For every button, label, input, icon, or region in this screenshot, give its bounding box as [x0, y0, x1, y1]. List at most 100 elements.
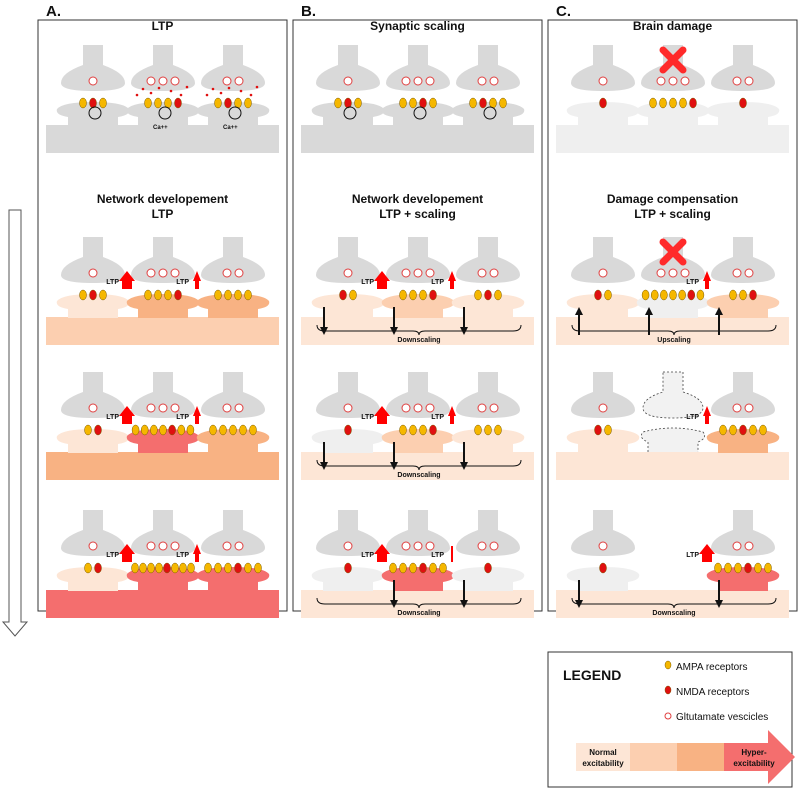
ampa-receptor: [99, 289, 107, 301]
synapse: [311, 45, 385, 126]
glutamate-vesicle-icon: [234, 76, 244, 86]
ampa-receptor: [204, 562, 212, 574]
ampa-receptor: [131, 562, 139, 574]
glutamate-vesicle-icon: [732, 403, 742, 413]
ampa-receptor: [349, 289, 357, 301]
glutamate-dot: [249, 93, 253, 97]
ampa-receptor: [144, 289, 152, 301]
synapse: [636, 237, 710, 335]
postsynaptic-spine: [566, 102, 640, 126]
scaling-label: Downscaling: [397, 337, 440, 344]
postsynaptic-spine: [311, 429, 385, 453]
ampa-receptor: [244, 289, 252, 301]
ampa-receptor: [187, 562, 195, 574]
presynaptic-terminal: [61, 510, 125, 556]
panel-letter: C.: [556, 3, 571, 20]
presynaptic-terminal: [316, 237, 380, 283]
ampa-receptor: [679, 97, 687, 109]
ampa-receptor: [79, 97, 87, 109]
glutamate-vesicle-icon: [489, 76, 499, 86]
glutamate-vesicle-icon: [413, 76, 423, 86]
ampa-receptor: [171, 562, 179, 574]
panel-letter: B.: [301, 3, 316, 20]
presynaptic-terminal: [571, 372, 635, 418]
presynaptic-terminal: [456, 237, 520, 283]
glutamate-vesicle-icon: [401, 541, 411, 551]
synapse: LTP: [106, 372, 200, 453]
glutamate-dot: [227, 86, 231, 90]
presynaptic-terminal: [61, 45, 125, 91]
glutamate-vesicle-icon: [744, 76, 754, 86]
synapse: [566, 45, 640, 126]
legend-item-label: AMPA receptors: [676, 662, 748, 673]
legend-title: LEGEND: [563, 667, 621, 683]
presynaptic-terminal: [316, 45, 380, 91]
ampa-receptor: [669, 97, 677, 109]
ltp-label: LTP: [176, 414, 189, 421]
postsynaptic-spine: [381, 429, 455, 453]
glutamate-vesicle-icon: [656, 268, 666, 278]
scaling-brace: [316, 459, 522, 471]
postsynaptic-spine: [706, 567, 780, 591]
ampa-receptor: [144, 97, 152, 109]
ampa-receptor: [419, 289, 427, 301]
ampa-receptor: [164, 97, 172, 109]
receptor-insertion-circle: [88, 106, 102, 120]
glutamate-vesicle-icon: [88, 403, 98, 413]
dendrite-base: [301, 125, 534, 153]
synapse: LTP: [431, 237, 525, 335]
scaling-label: Downscaling: [397, 472, 440, 479]
glutamate-vesicle-icon: [343, 403, 353, 413]
row: LTP LTP Downscaling: [301, 372, 534, 480]
upscaling-arrow-icon: [645, 307, 653, 335]
glutamate-dot: [141, 87, 145, 91]
postsynaptic-spine: [381, 102, 455, 126]
glutamate-vesicle-icon: [598, 541, 608, 551]
synapse: [311, 510, 385, 591]
nmda-receptor: [174, 289, 182, 301]
nmda-receptor: [224, 97, 232, 109]
scaling-brace: [316, 597, 522, 609]
downscaling-arrow-icon: [460, 580, 468, 608]
panel-letter: A.: [46, 3, 61, 20]
glutamate-vesicle-icon: [489, 268, 499, 278]
ampa-receptor: [724, 562, 732, 574]
ltp-arrow-icon: [193, 271, 201, 289]
receptor-insertion-circle: [343, 106, 357, 120]
glutamate-vesicle-icon: [598, 403, 608, 413]
scale-end-label: excitability: [733, 759, 775, 768]
presynaptic-terminal: [316, 372, 380, 418]
presynaptic-terminal: [201, 510, 265, 556]
glutamate-dot: [255, 85, 259, 89]
calcium-label: Ca++: [223, 125, 238, 131]
glutamate-vesicle-icon: [598, 76, 608, 86]
glutamate-vesicle-icon: [158, 541, 168, 551]
glutamate-vesicle-icon: [88, 268, 98, 278]
ampa-receptor: [84, 562, 92, 574]
glutamate-vesicle-icon: [668, 268, 678, 278]
nmda-receptor: [749, 289, 757, 301]
synapse: [311, 372, 385, 470]
ltp-label: LTP: [431, 414, 444, 421]
ampa-receptor: [99, 97, 107, 109]
synapse: [381, 45, 455, 126]
nmda-receptor: [344, 97, 352, 109]
scale-start-label: excitability: [582, 759, 624, 768]
scaling-brace: [316, 324, 522, 336]
presynaptic-terminal: [316, 510, 380, 556]
nmda-receptor: [739, 97, 747, 109]
ampa-receptor: [214, 562, 222, 574]
ltp-arrow-icon: [193, 406, 201, 424]
ampa-receptor: [389, 562, 397, 574]
ltp-arrow-icon: [448, 271, 456, 289]
nmda-receptor: [689, 97, 697, 109]
row: Synaptic scaling: [301, 19, 534, 153]
ampa-receptor: [79, 289, 87, 301]
ampa-receptor: [604, 424, 612, 436]
ltp-label: LTP: [361, 414, 374, 421]
presynaptic-terminal: [711, 45, 775, 91]
presynaptic-terminal: [61, 372, 125, 418]
ampa-receptor: [224, 562, 232, 574]
